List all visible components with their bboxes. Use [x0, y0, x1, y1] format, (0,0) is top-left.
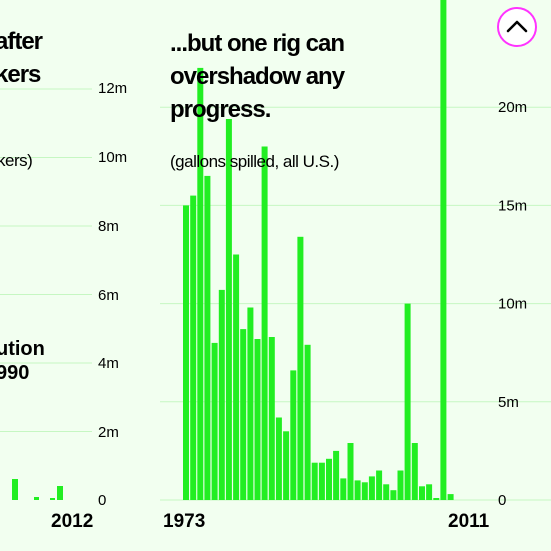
bar-1986 [275, 417, 282, 500]
bar-1999 [368, 476, 375, 500]
left-annotation-line-2: 990 [0, 362, 29, 384]
left-bar [50, 498, 55, 500]
left-bar [34, 497, 39, 500]
chart-subtitle: (gallons spilled, all U.S.) [170, 152, 339, 171]
left-panel-gridlines [0, 88, 92, 432]
left-y-tick-label: 2m [98, 424, 119, 441]
left-annotation-line-1: ution [0, 338, 45, 360]
bar-2004 [404, 303, 411, 500]
scroll-up-button[interactable] [497, 7, 537, 47]
chevron-up-icon [506, 20, 528, 33]
bar-2009 [440, 0, 447, 500]
bar-1998 [361, 482, 368, 500]
left-subtitle-fragment: kers) [0, 151, 32, 170]
left-y-tick-label: 6m [98, 287, 119, 304]
bar-1979 [225, 119, 232, 500]
left-y-tick-label: 10m [98, 149, 127, 166]
bar-1980 [233, 254, 240, 500]
bar-1977 [211, 342, 218, 500]
y-tick-label: 10m [498, 296, 527, 313]
bar-1981 [240, 329, 247, 500]
y-tick-label: 5m [498, 394, 519, 411]
bar-1991 [311, 462, 318, 500]
y-tick-label: 0 [498, 492, 506, 509]
bar-1989 [297, 236, 304, 501]
x-tick-label-end: 2011 [448, 511, 490, 532]
bar-1976 [204, 175, 211, 500]
bar-2002 [390, 490, 397, 500]
left-panel-fragment: after kers kers) ution 990 0 2m 4m 6m 8m… [0, 28, 127, 532]
bar-1994 [333, 450, 340, 500]
left-y-tick-label: 12m [98, 80, 127, 97]
bar-2000 [376, 470, 383, 500]
bar-2003 [397, 470, 404, 500]
bar-2001 [383, 484, 390, 500]
chart-title-line-1: ...but one rig can [170, 30, 344, 57]
bar-1984 [261, 146, 268, 500]
bar-1975 [197, 67, 204, 501]
left-y-tick-label: 8m [98, 218, 119, 235]
bar-1997 [354, 480, 361, 500]
bar-1995 [340, 478, 347, 500]
bar-1996 [347, 443, 354, 500]
bar-2008 [433, 498, 440, 500]
bar-2005 [411, 443, 418, 500]
chart-title-line-2: overshadow any [170, 63, 346, 90]
bar-1990 [304, 344, 311, 500]
left-bar [57, 486, 63, 500]
chart-title-line-3: progress. [170, 96, 271, 123]
y-tick-label: 15m [498, 197, 527, 214]
y-tick-label: 20m [498, 99, 527, 116]
left-x-tick-label: 2012 [51, 511, 93, 532]
bar-2010 [447, 494, 454, 500]
bar-1978 [218, 289, 225, 500]
left-bar [12, 479, 18, 500]
bar-1973 [183, 205, 189, 500]
bar-2006 [419, 486, 425, 500]
x-tick-label-start: 1973 [163, 511, 205, 532]
bar-1974 [190, 195, 197, 500]
bar-1982 [247, 307, 254, 500]
bar-1993 [326, 458, 332, 500]
bar-1987 [283, 431, 290, 500]
left-y-tick-label: 0 [98, 492, 106, 509]
bar-2007 [426, 484, 433, 500]
left-y-tick-label: 4m [98, 355, 119, 372]
bar-1988 [290, 370, 297, 500]
main-bars [183, 0, 454, 501]
bar-1985 [268, 337, 275, 500]
bar-1992 [318, 462, 325, 500]
bar-1983 [254, 339, 261, 500]
main-y-ticks: 0 5m 10m 15m 20m [498, 99, 527, 509]
left-title-line-1: after [0, 28, 43, 55]
left-title-line-2: kers [0, 61, 41, 88]
